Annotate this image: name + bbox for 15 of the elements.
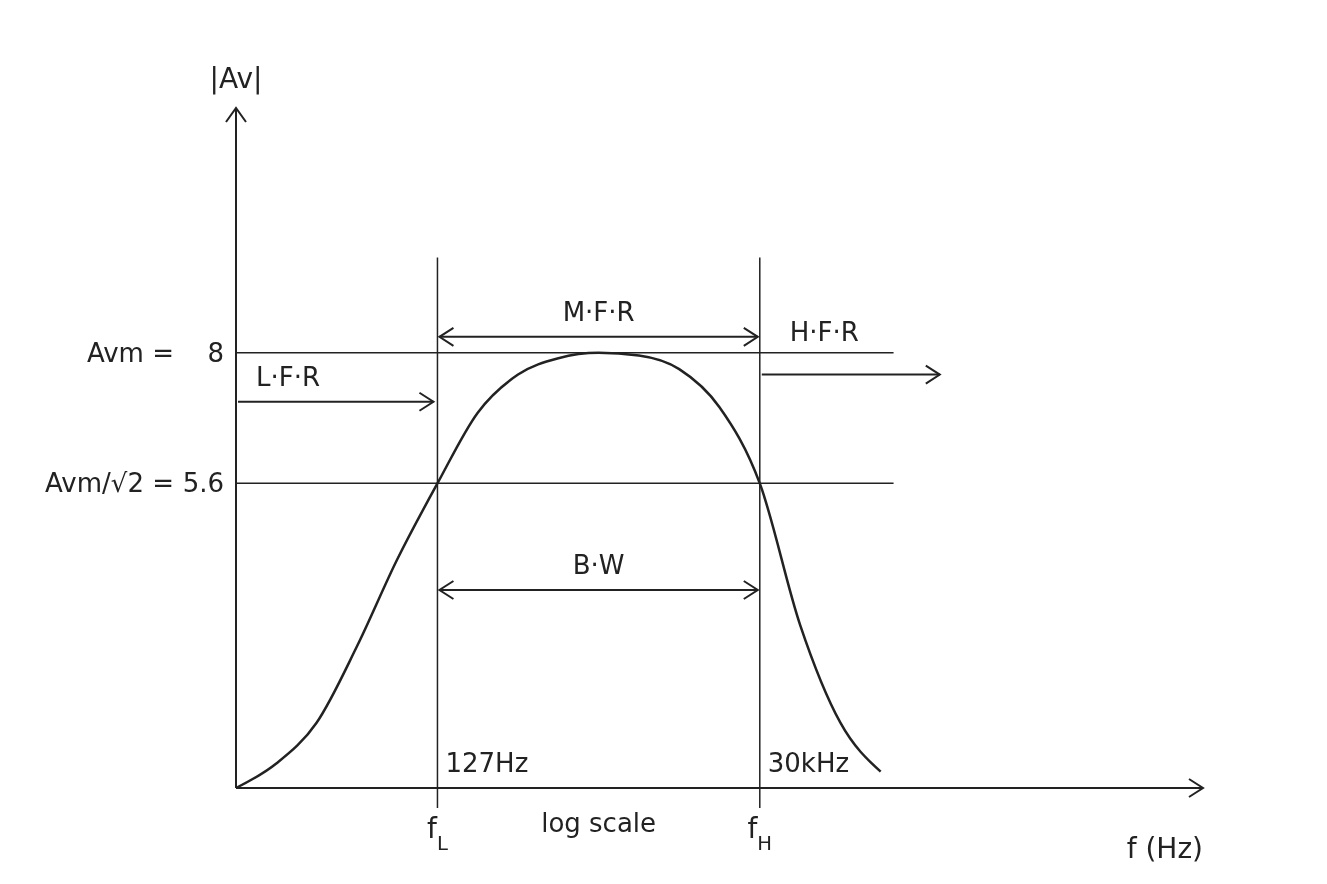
x-axis-title: f (Hz) [1126, 832, 1203, 865]
text: Avm = [86, 337, 174, 368]
annotation: L·F·R [256, 361, 321, 392]
x-tick-label: f$_{H}$ [747, 812, 773, 855]
x-tick-label: f$_{L}$ [427, 812, 448, 855]
text: Avm/√2 = [45, 468, 174, 499]
annotation: M·F·R [562, 296, 635, 327]
text: log scale [541, 808, 657, 838]
y-tick-label: 5.6 [182, 468, 224, 499]
annotation: 127Hz [445, 748, 529, 778]
annotation: H·F·R [789, 316, 859, 347]
y-axis-title: |Av| [209, 62, 263, 95]
y-tick-label: 8 [207, 337, 224, 368]
annotation: 30kHz [767, 748, 850, 778]
annotation: B·W [572, 549, 625, 580]
